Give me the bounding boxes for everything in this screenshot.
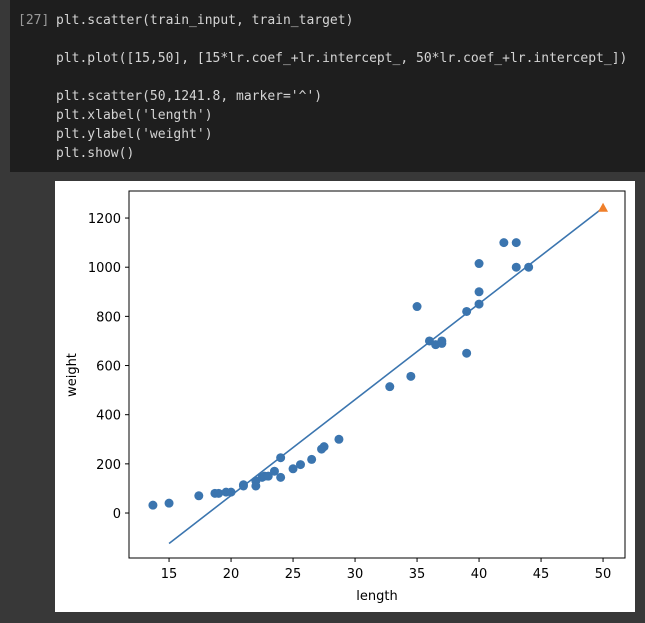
scatter-point (214, 488, 224, 498)
y-tick-label: 800 (96, 310, 121, 325)
code-line: plt.scatter(train_input, train_target) (56, 13, 353, 28)
scatter-point (269, 466, 279, 476)
scatter-point (462, 348, 472, 358)
x-tick-label: 40 (471, 567, 488, 582)
x-tick-label: 30 (347, 567, 364, 582)
scatter-point (319, 442, 329, 452)
fit-line (168, 207, 604, 545)
y-tick-label: 200 (96, 458, 121, 473)
scatter-point (295, 460, 305, 470)
y-tick-label: 600 (96, 360, 121, 375)
scatter-point (194, 491, 204, 501)
x-tick-label: 50 (595, 567, 612, 582)
y-tick-label: 1000 (88, 261, 121, 276)
scatter-point (474, 287, 484, 297)
code-line: plt.ylabel('weight') (56, 127, 213, 142)
scatter-point (474, 259, 484, 269)
code-line: plt.scatter(50,1241.8, marker='^') (56, 89, 322, 104)
scatter-point (263, 471, 273, 481)
scatter-point (385, 382, 395, 392)
x-tick-label: 20 (223, 567, 240, 582)
scatter-point (511, 262, 521, 272)
scatter-point (276, 472, 286, 482)
x-tick-label: 45 (533, 567, 550, 582)
scatter-point (511, 238, 521, 248)
output-image (55, 181, 635, 612)
scatter-point (164, 498, 174, 508)
code-cell (10, 0, 645, 172)
scatter-point (437, 338, 447, 348)
y-axis-label: weight (65, 353, 80, 397)
code-line: plt.plot([15,50], [15*lr.coef_+lr.interc… (56, 51, 627, 66)
scatter-point (406, 371, 416, 381)
scatter-point (334, 434, 344, 444)
x-tick-label: 25 (285, 567, 302, 582)
y-tick-label: 0 (113, 507, 121, 522)
y-tick-label: 400 (96, 409, 121, 424)
scatter-point (307, 454, 317, 464)
code-line: plt.show() (56, 146, 134, 161)
cell-prompt: [27] (18, 13, 49, 28)
scatter-point (462, 306, 472, 316)
scatter-point (524, 262, 534, 272)
x-tick-label: 15 (161, 567, 178, 582)
triangle-point (598, 202, 609, 212)
scatter-point (148, 500, 158, 510)
code-line: plt.xlabel('length') (56, 108, 213, 123)
scatter-point (412, 302, 422, 312)
plot-frame (128, 190, 626, 559)
x-axis-label: length (356, 589, 397, 604)
scatter-point (499, 238, 509, 248)
scatter-point (288, 464, 298, 474)
y-tick-label: 1200 (88, 212, 121, 227)
x-tick-label: 35 (409, 567, 426, 582)
